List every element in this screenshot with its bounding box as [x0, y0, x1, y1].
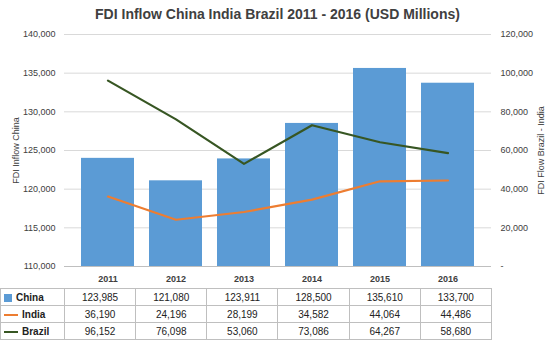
svg-text:100,000: 100,000 — [501, 68, 534, 78]
html-text:44,486: 44,486 — [440, 308, 472, 320]
html-text:58,680: 58,680 — [440, 325, 472, 337]
svg-text:115,000: 115,000 — [24, 223, 56, 233]
svg-text:130,000: 130,000 — [23, 107, 56, 117]
html-text:44,064: 44,064 — [369, 308, 400, 320]
svg-text:40,000: 40,000 — [501, 184, 529, 194]
html-text:135,610: 135,610 — [366, 291, 403, 303]
html-text:34,582: 34,582 — [298, 308, 329, 320]
svg-text:110,000: 110,000 — [24, 261, 56, 271]
html-text:128,500: 128,500 — [295, 291, 332, 303]
svg-text:20,000: 20,000 — [501, 223, 529, 233]
html-text:53,060: 53,060 — [227, 325, 258, 337]
svg-text:2016: 2016 — [438, 274, 458, 284]
html-text:64,267: 64,267 — [369, 325, 400, 337]
svg-text:2012: 2012 — [166, 274, 186, 284]
svg-text:80,000: 80,000 — [501, 107, 529, 117]
svg-text:2015: 2015 — [370, 274, 390, 284]
html-text:FDI Inflow China India Brazil: FDI Inflow China India Brazil 2011 - 201… — [95, 6, 460, 22]
html-text:76,098: 76,098 — [155, 325, 187, 337]
svg-text:140,000: 140,000 — [23, 29, 56, 39]
svg-text:FDI Flow Brazil - India: FDI Flow Brazil - India — [536, 106, 546, 195]
svg-text:135,000: 135,000 — [23, 68, 56, 78]
html-text:28,199: 28,199 — [227, 308, 258, 320]
html-text:Brazil: Brazil — [22, 325, 50, 337]
svg-text:60,000: 60,000 — [501, 145, 529, 155]
html-text:133,700: 133,700 — [437, 291, 474, 303]
html-text:121,080: 121,080 — [153, 291, 190, 303]
svg-text:-: - — [501, 261, 504, 271]
html-text:24,196: 24,196 — [155, 308, 187, 320]
html-text:123,985: 123,985 — [82, 291, 119, 303]
svg-text:2014: 2014 — [302, 274, 322, 284]
svg-text:120,000: 120,000 — [501, 29, 534, 39]
svg-text:120,000: 120,000 — [23, 184, 56, 194]
svg-text:FDI Inflow China: FDI Inflow China — [11, 117, 21, 184]
html-text:96,152: 96,152 — [84, 325, 116, 337]
html-text:India: India — [22, 308, 46, 320]
html-text:China: China — [16, 291, 44, 303]
html-text:73,086: 73,086 — [298, 325, 329, 337]
svg-text:2011: 2011 — [98, 274, 118, 284]
svg-text:125,000: 125,000 — [23, 145, 56, 155]
html-text:123,911: 123,911 — [224, 291, 261, 303]
html-text:36,190: 36,190 — [84, 308, 116, 320]
svg-text:2013: 2013 — [234, 274, 254, 284]
